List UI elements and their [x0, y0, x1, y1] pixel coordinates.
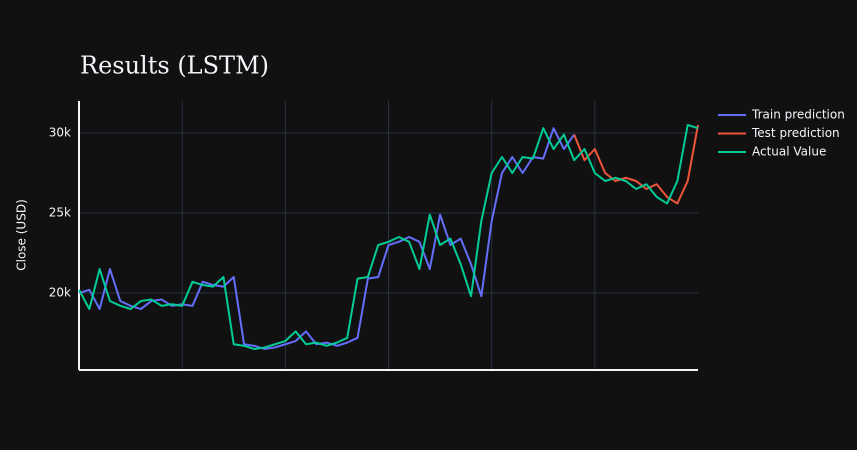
y-axis-title: Close (USD) [15, 199, 29, 271]
y-tick-label: 20k [49, 286, 71, 300]
legend-label: Test prediction [751, 126, 840, 140]
legend-label: Actual Value [752, 145, 826, 159]
y-tick-label: 25k [49, 206, 71, 220]
series-line [573, 124, 699, 205]
series-line [78, 124, 699, 351]
series-line [78, 127, 576, 351]
legend-label: Train prediction [751, 108, 845, 122]
chart-title: Results (LSTM) [80, 52, 269, 80]
y-tick-label: 30k [49, 126, 71, 140]
